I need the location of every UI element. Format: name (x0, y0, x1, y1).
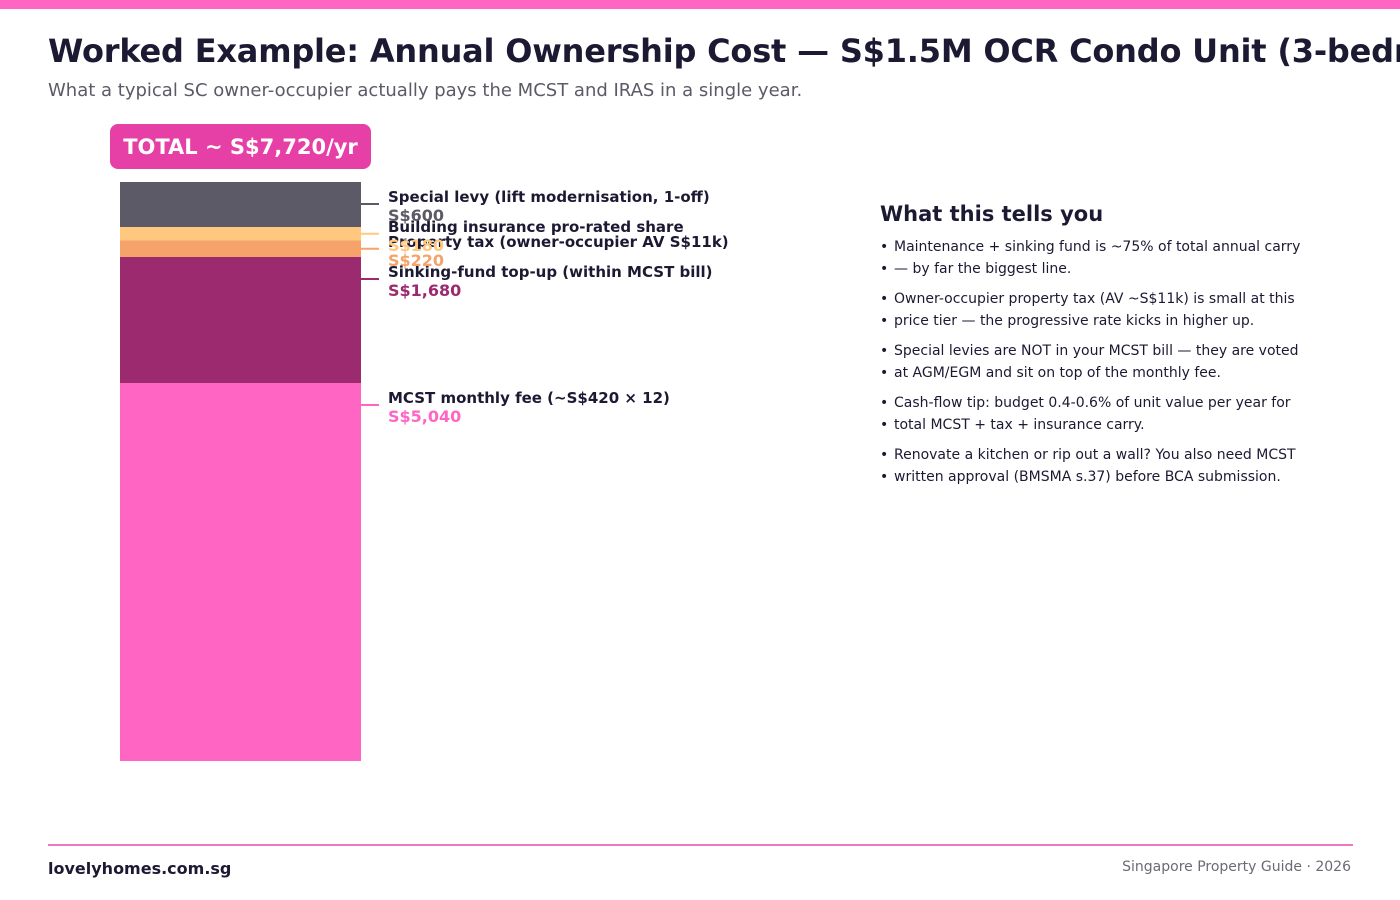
bar-segment (120, 227, 361, 241)
segment-label: Sinking-fund top-up (within MCST bill) (388, 263, 713, 281)
insight-text: price tier — the progressive rate kicks … (894, 313, 1255, 329)
insight-text: written approval (BMSMA s.37) before BCA… (894, 469, 1281, 485)
bullet-dot-icon: • (880, 261, 889, 277)
insight-line: • written approval (BMSMA s.37) before BC… (880, 466, 1340, 488)
insight-line: • total MCST + tax + insurance carry. (880, 414, 1340, 436)
insights-list: • Maintenance + sinking fund is ~75% of t… (880, 236, 1340, 488)
insight-line: • — by far the biggest line. (880, 258, 1340, 280)
insight-line: • price tier — the progressive rate kicks… (880, 310, 1340, 332)
insights-heading: What this tells you (880, 202, 1104, 226)
insight-text: Owner-occupier property tax (AV ~S$11k) … (894, 291, 1295, 307)
insight-text: Special levies are NOT in your MCST bill… (894, 343, 1299, 359)
segment-label: MCST monthly fee (~S$420 × 12) (388, 389, 670, 407)
insight-text: — by far the biggest line. (894, 261, 1072, 277)
bar-segment (120, 383, 361, 761)
footer-brand: lovelyhomes.com.sg (48, 859, 232, 878)
segment-value: S$180 (388, 236, 444, 255)
insight-item: • Renovate a kitchen or rip out a wall? Y… (880, 444, 1340, 488)
insight-line: • Owner-occupier property tax (AV ~S$11k)… (880, 288, 1340, 310)
insight-text: at AGM/EGM and sit on top of the monthly… (894, 365, 1221, 381)
bar-segment (120, 182, 361, 227)
bullet-dot-icon: • (880, 239, 889, 255)
top-accent-bar (0, 0, 1400, 9)
footer-divider (48, 844, 1353, 846)
bullet-dot-icon: • (880, 291, 889, 307)
insight-text: total MCST + tax + insurance carry. (894, 417, 1145, 433)
segment-value: S$5,040 (388, 407, 461, 426)
insight-line: • Maintenance + sinking fund is ~75% of t… (880, 236, 1340, 258)
insight-text: Maintenance + sinking fund is ~75% of to… (894, 239, 1301, 255)
insight-line: • Renovate a kitchen or rip out a wall? Y… (880, 444, 1340, 466)
insight-item: • Special levies are NOT in your MCST bil… (880, 340, 1340, 384)
segment-label: Property tax (owner-occupier AV S$11k) (388, 233, 729, 251)
segment-value: S$600 (388, 206, 444, 225)
page-subtitle: What a typical SC owner-occupier actuall… (48, 80, 803, 101)
page-title: Worked Example: Annual Ownership Cost — … (48, 32, 1400, 70)
bullet-dot-icon: • (880, 417, 889, 433)
bullet-dot-icon: • (880, 343, 889, 359)
footer-meta: Singapore Property Guide · 2026 (1122, 859, 1351, 875)
total-badge: TOTAL ~ S$7,720/yr (110, 124, 371, 169)
stacked-cost-chart: MCST monthly fee (~S$420 × 12)S$5,040 Sin… (120, 182, 729, 761)
bullet-dot-icon: • (880, 447, 889, 463)
segment-label: Special levy (lift modernisation, 1-off) (388, 188, 710, 206)
bullet-dot-icon: • (880, 395, 889, 411)
insight-line: • Special levies are NOT in your MCST bil… (880, 340, 1340, 362)
insight-item: • Maintenance + sinking fund is ~75% of t… (880, 236, 1340, 280)
insights-panel: What this tells you • Maintenance + sinki… (880, 202, 1340, 496)
segment-value: S$220 (388, 251, 444, 270)
insight-text: Renovate a kitchen or rip out a wall? Yo… (894, 447, 1296, 463)
bullet-dot-icon: • (880, 313, 889, 329)
segment-label: Building insurance pro-rated share (388, 218, 684, 236)
insight-line: • Cash-flow tip: budget 0.4-0.6% of unit … (880, 392, 1340, 414)
bar-segment (120, 240, 361, 257)
insight-text: Cash-flow tip: budget 0.4-0.6% of unit v… (894, 395, 1291, 411)
segment-value: S$1,680 (388, 281, 461, 300)
insight-item: • Owner-occupier property tax (AV ~S$11k)… (880, 288, 1340, 332)
bullet-dot-icon: • (880, 365, 889, 381)
insight-line: • at AGM/EGM and sit on top of the monthl… (880, 362, 1340, 384)
insight-item: • Cash-flow tip: budget 0.4-0.6% of unit … (880, 392, 1340, 436)
bar-segment (120, 257, 361, 383)
bullet-dot-icon: • (880, 469, 889, 485)
